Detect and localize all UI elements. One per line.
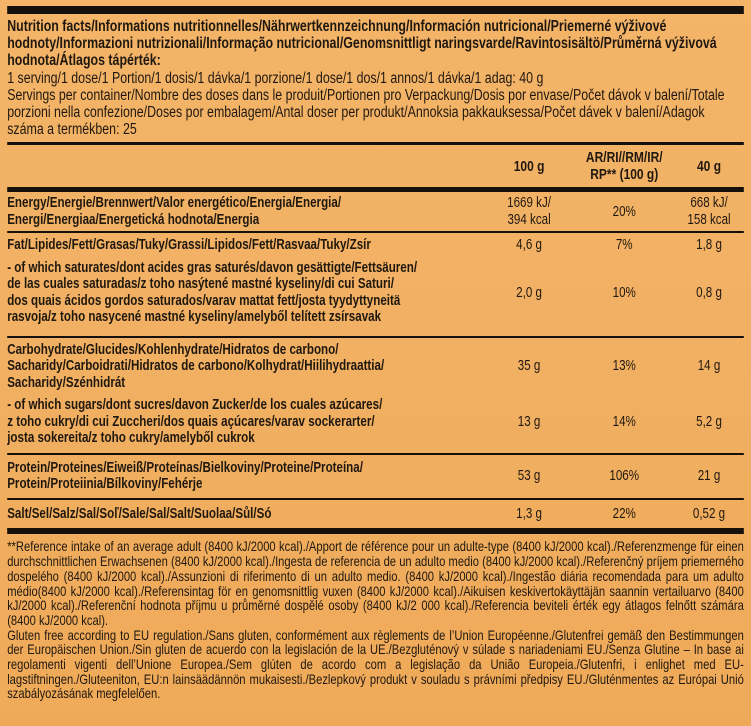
footnotes: **Reference intake of an average adult (… (7, 539, 744, 701)
carbohydrate-per-40g: 14 g (697, 358, 721, 375)
table-row-carbohydrate: Carbohydrate/Glucides/Kohlenhydrate/Hidr… (7, 338, 744, 396)
row-label-fat: Fat/Lipides/Fett/Grasas/Tuky/Grassi/Lipi… (7, 237, 371, 254)
energy-reference-intake: 20% (612, 203, 636, 220)
saturates-per-40g: 0,8 g (696, 284, 722, 301)
energy-per-40g: 668 kJ/ 158 kcal (687, 195, 731, 228)
top-divider-bar (7, 6, 744, 14)
protein-per-40g: 21 g (697, 468, 721, 485)
table-row-energy: Energy/Energie/Brennwert/Valor energétic… (7, 192, 744, 231)
column-header-40g: 40 g (697, 157, 722, 175)
label-header: Nutrition facts/Informations nutritionne… (7, 18, 744, 138)
servings-per-container-line: Servings per container/Nombre des doses … (7, 86, 725, 139)
serving-size-line: 1 serving/1 dose/1 Portion/1 dosis/1 dáv… (7, 69, 544, 87)
sugars-per-40g: 5,2 g (696, 413, 722, 430)
gluten-free-statement: Gluten free according to EU regulation./… (7, 626, 744, 702)
carbohydrate-per-100g: 35 g (517, 358, 541, 375)
sugars-per-100g: 13 g (517, 413, 541, 430)
column-header-divider (7, 187, 744, 193)
row-divider (7, 335, 744, 338)
row-divider (7, 497, 744, 500)
header-divider (7, 142, 744, 146)
fat-reference-intake: 7% (615, 237, 633, 254)
table-row-salt: Salt/Sel/Salz/Sal/Soľ/Sale/Sal/Salt/Suol… (7, 500, 744, 529)
column-header-100g: 100 g (513, 157, 545, 175)
saturates-reference-intake: 10% (612, 284, 636, 301)
carbohydrate-reference-intake: 13% (612, 358, 636, 375)
salt-per-100g: 1,3 g (516, 505, 542, 522)
reference-intake-footnote: **Reference intake of an average adult (… (7, 538, 744, 628)
column-header-reference-intake: AR/RI//RM/IR/ RP** (100 g) (585, 149, 663, 183)
row-label-energy: Energy/Energie/Brennwert/Valor energétic… (7, 195, 342, 228)
row-label-protein: Protein/Proteines/Eiweiß/Proteínas/Bielk… (7, 459, 363, 493)
table-bottom-divider (7, 528, 744, 535)
protein-reference-intake: 106% (609, 468, 640, 485)
table-row-sugars: - of which sugars/dont sucres/davon Zuck… (7, 395, 744, 453)
row-divider (7, 231, 744, 234)
table-row-protein: Protein/Proteines/Eiweiß/Proteínas/Bielk… (7, 455, 744, 498)
row-label-carbohydrate: Carbohydrate/Glucides/Kohlenhydrate/Hidr… (7, 341, 385, 391)
salt-reference-intake: 22% (612, 505, 636, 522)
row-divider (7, 452, 744, 455)
saturates-per-100g: 2,0 g (516, 284, 542, 301)
fat-per-40g: 1,8 g (696, 237, 722, 254)
row-label-saturates: - of which saturates/dont acides gras sa… (7, 259, 418, 326)
energy-per-100g: 1669 kJ/ 394 kcal (507, 195, 551, 228)
column-header-row: 100 g AR/RI//RM/IR/ RP** (100 g) 40 g (7, 145, 744, 187)
row-label-salt: Salt/Sel/Salz/Sal/Soľ/Sale/Sal/Salt/Suol… (7, 505, 272, 522)
table-row-saturates: - of which saturates/dont acides gras sa… (7, 258, 744, 336)
salt-per-40g: 0,52 g (692, 505, 726, 522)
nutrition-facts-title: Nutrition facts/Informations nutritionne… (7, 18, 717, 70)
sugars-reference-intake: 14% (612, 413, 636, 430)
fat-per-100g: 4,6 g (516, 237, 542, 254)
table-row-fat: Fat/Lipides/Fett/Grasas/Tuky/Grassi/Lipi… (7, 233, 744, 258)
row-label-sugars: - of which sugars/dont sucres/davon Zuck… (7, 397, 383, 447)
protein-per-100g: 53 g (517, 468, 541, 485)
